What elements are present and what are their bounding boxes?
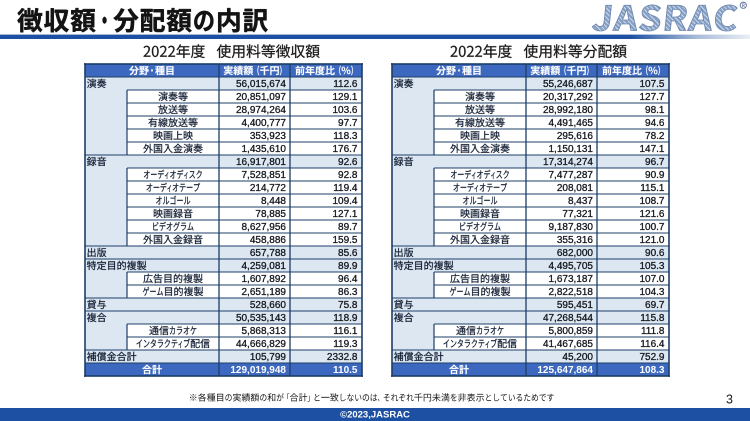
svg-text:94.6: 94.6 bbox=[645, 118, 665, 129]
svg-text:752.9: 752.9 bbox=[639, 352, 664, 363]
svg-text:4,495,705: 4,495,705 bbox=[549, 261, 594, 272]
svg-text:86.3: 86.3 bbox=[338, 287, 358, 298]
svg-text:44,666,829: 44,666,829 bbox=[236, 339, 286, 350]
svg-text:1,673,187: 1,673,187 bbox=[549, 274, 594, 285]
svg-text:118.9: 118.9 bbox=[333, 313, 358, 324]
svg-text:78.2: 78.2 bbox=[645, 131, 665, 142]
svg-text:45,200: 45,200 bbox=[562, 352, 593, 363]
svg-text:208,081: 208,081 bbox=[557, 183, 594, 194]
svg-text:108.7: 108.7 bbox=[639, 196, 664, 207]
svg-text:55,246,687: 55,246,687 bbox=[543, 79, 593, 90]
svg-text:104.3: 104.3 bbox=[639, 287, 664, 298]
svg-text:3: 3 bbox=[726, 393, 733, 407]
svg-text:127.1: 127.1 bbox=[332, 209, 357, 220]
svg-text:121.6: 121.6 bbox=[639, 209, 664, 220]
svg-text:98.1: 98.1 bbox=[645, 105, 665, 116]
svg-text:92.6: 92.6 bbox=[338, 157, 358, 168]
svg-text:159.5: 159.5 bbox=[332, 235, 357, 246]
svg-text:96.7: 96.7 bbox=[645, 157, 665, 168]
svg-text:103.6: 103.6 bbox=[332, 105, 357, 116]
svg-text:4,400,777: 4,400,777 bbox=[242, 118, 287, 129]
svg-text:682,000: 682,000 bbox=[557, 248, 594, 259]
svg-text:125,647,864: 125,647,864 bbox=[537, 365, 593, 376]
svg-text:4,259,081: 4,259,081 bbox=[242, 261, 287, 272]
svg-text:8,437: 8,437 bbox=[568, 196, 593, 207]
svg-text:2332.8: 2332.8 bbox=[327, 352, 358, 363]
svg-text:119.3: 119.3 bbox=[333, 339, 358, 350]
svg-text:1,435,610: 1,435,610 bbox=[242, 144, 287, 155]
svg-text:118.3: 118.3 bbox=[333, 131, 358, 142]
svg-text:8,448: 8,448 bbox=[261, 196, 286, 207]
svg-text:295,616: 295,616 bbox=[557, 131, 594, 142]
svg-text:115.1: 115.1 bbox=[640, 183, 665, 194]
svg-text:9,187,830: 9,187,830 bbox=[549, 222, 594, 233]
svg-text:105,799: 105,799 bbox=[250, 352, 287, 363]
svg-text:458,886: 458,886 bbox=[250, 235, 287, 246]
svg-text:214,772: 214,772 bbox=[250, 183, 287, 194]
svg-text:17,314,274: 17,314,274 bbox=[543, 157, 593, 168]
svg-text:595,451: 595,451 bbox=[557, 300, 594, 311]
svg-text:20,851,097: 20,851,097 bbox=[236, 92, 286, 103]
svg-text:112.6: 112.6 bbox=[333, 79, 358, 90]
svg-text:116.1: 116.1 bbox=[333, 326, 358, 337]
svg-text:97.7: 97.7 bbox=[338, 118, 358, 129]
svg-text:89.9: 89.9 bbox=[338, 261, 358, 272]
svg-text:110.5: 110.5 bbox=[333, 365, 358, 376]
svg-text:89.7: 89.7 bbox=[338, 222, 358, 233]
svg-text:1,607,892: 1,607,892 bbox=[242, 274, 287, 285]
svg-text:78,885: 78,885 bbox=[255, 209, 286, 220]
svg-text:2,651,189: 2,651,189 bbox=[242, 287, 287, 298]
svg-text:121.0: 121.0 bbox=[639, 235, 664, 246]
svg-text:528,660: 528,660 bbox=[250, 300, 287, 311]
svg-text:109.4: 109.4 bbox=[332, 196, 357, 207]
svg-text:1,150,131: 1,150,131 bbox=[549, 144, 594, 155]
svg-text:111.8: 111.8 bbox=[641, 326, 665, 337]
svg-text:47,268,544: 47,268,544 bbox=[543, 313, 593, 324]
svg-text:100.7: 100.7 bbox=[639, 222, 664, 233]
svg-text:107.0: 107.0 bbox=[639, 274, 664, 285]
svg-text:20,317,292: 20,317,292 bbox=[543, 92, 593, 103]
svg-text:85.6: 85.6 bbox=[338, 248, 358, 259]
svg-text:90.6: 90.6 bbox=[645, 248, 665, 259]
svg-text:28,974,264: 28,974,264 bbox=[236, 105, 286, 116]
svg-text:107.5: 107.5 bbox=[639, 79, 664, 90]
svg-text:92.8: 92.8 bbox=[338, 170, 358, 181]
svg-text:7,477,287: 7,477,287 bbox=[549, 170, 594, 181]
svg-text:657,788: 657,788 bbox=[250, 248, 287, 259]
svg-text:129,019,948: 129,019,948 bbox=[230, 365, 286, 376]
svg-text:147.1: 147.1 bbox=[639, 144, 664, 155]
svg-text:108.3: 108.3 bbox=[639, 365, 664, 376]
svg-text:2,822,518: 2,822,518 bbox=[549, 287, 594, 298]
svg-text:5,868,313: 5,868,313 bbox=[242, 326, 287, 337]
svg-text:127.7: 127.7 bbox=[639, 92, 664, 103]
svg-text:115.8: 115.8 bbox=[640, 313, 665, 324]
svg-text:116.4: 116.4 bbox=[640, 339, 665, 350]
svg-text:28,992,180: 28,992,180 bbox=[543, 105, 593, 116]
svg-text:©2023,JASRAC: ©2023,JASRAC bbox=[340, 410, 410, 421]
svg-text:96.4: 96.4 bbox=[338, 274, 358, 285]
svg-text:7,528,851: 7,528,851 bbox=[242, 170, 287, 181]
svg-text:16,917,801: 16,917,801 bbox=[236, 157, 286, 168]
svg-text:50,535,143: 50,535,143 bbox=[236, 313, 286, 324]
svg-text:105.3: 105.3 bbox=[639, 261, 664, 272]
svg-text:176.7: 176.7 bbox=[332, 144, 357, 155]
svg-text:119.4: 119.4 bbox=[333, 183, 358, 194]
svg-text:75.8: 75.8 bbox=[338, 300, 358, 311]
svg-text:355,316: 355,316 bbox=[557, 235, 594, 246]
svg-text:8,627,956: 8,627,956 bbox=[242, 222, 287, 233]
svg-text:129.1: 129.1 bbox=[332, 92, 357, 103]
svg-text:90.9: 90.9 bbox=[645, 170, 665, 181]
svg-text:77,321: 77,321 bbox=[562, 209, 593, 220]
svg-text:69.7: 69.7 bbox=[645, 300, 665, 311]
svg-text:41,467,685: 41,467,685 bbox=[543, 339, 593, 350]
svg-text:4,491,465: 4,491,465 bbox=[549, 118, 594, 129]
svg-text:5,800,859: 5,800,859 bbox=[549, 326, 594, 337]
svg-text:353,923: 353,923 bbox=[250, 131, 287, 142]
svg-text:56,015,674: 56,015,674 bbox=[236, 79, 286, 90]
